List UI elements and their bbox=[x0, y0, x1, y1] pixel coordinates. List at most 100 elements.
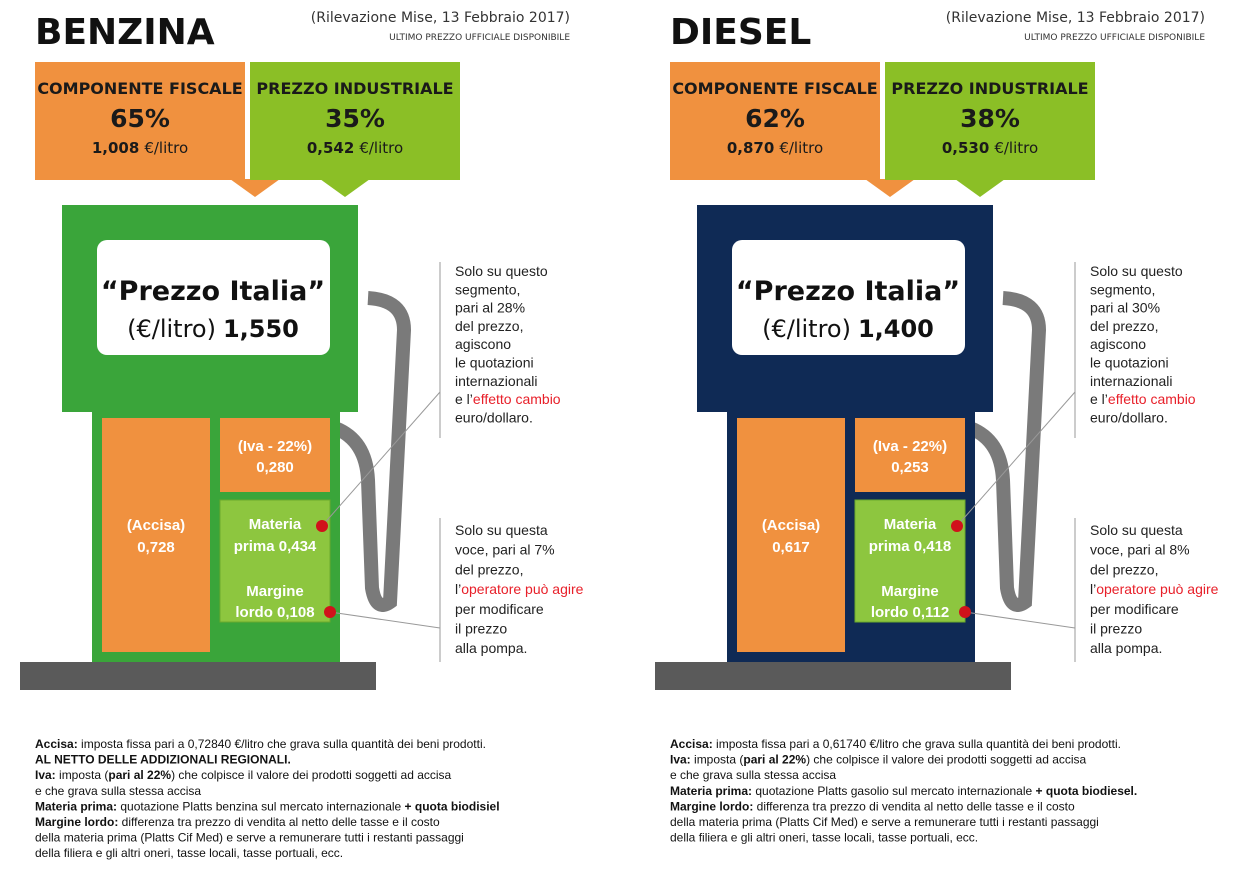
footnote-line: Margine lordo: differenza tra prezzo di … bbox=[35, 815, 440, 829]
header-pointer bbox=[955, 179, 1005, 197]
price-value: 0,870 bbox=[727, 139, 774, 157]
note-line: del prezzo, bbox=[1090, 318, 1158, 334]
segment-label: Margine bbox=[881, 583, 939, 600]
display-value: 1,550 bbox=[223, 315, 299, 343]
note-line: voce, pari al 8% bbox=[1090, 542, 1190, 558]
note-line: agiscono bbox=[455, 336, 511, 352]
segment-label: (Accisa) bbox=[762, 517, 820, 534]
pump-base bbox=[20, 662, 376, 690]
note-line: agiscono bbox=[1090, 336, 1146, 352]
text-run: pari al 28% bbox=[455, 300, 525, 316]
leader bbox=[965, 612, 1075, 628]
note-line: l’operatore può agire bbox=[455, 581, 584, 597]
text-run: alla pompa. bbox=[455, 640, 527, 656]
segment-label: Margine bbox=[246, 583, 304, 600]
text-run: del prezzo, bbox=[455, 318, 523, 334]
header-label: COMPONENTE FISCALE bbox=[672, 79, 877, 98]
text-run: della filiera e gli altri oneri, tasse l… bbox=[670, 831, 978, 845]
panel-title: DIESEL bbox=[670, 12, 811, 53]
text-run: Solo su questa bbox=[455, 522, 548, 538]
text-run: segmento, bbox=[455, 281, 520, 297]
display-price: (€/litro)1,400 bbox=[762, 315, 934, 343]
text-run: della materia prima (Platts Cif Med) e s… bbox=[670, 815, 1099, 829]
segment-label: 0,728 bbox=[137, 539, 175, 556]
text-run: pari al 22% bbox=[743, 753, 806, 767]
note-line: l’operatore può agire bbox=[1090, 581, 1219, 597]
price-value: 0,530 bbox=[942, 139, 989, 157]
header-pointer bbox=[230, 179, 280, 197]
segment-iva bbox=[855, 418, 965, 492]
text-run: Solo su questa bbox=[1090, 522, 1183, 538]
note-line: alla pompa. bbox=[455, 640, 527, 656]
note-line: euro/dollaro. bbox=[1090, 409, 1168, 425]
display-name: “Prezzo Italia” bbox=[736, 276, 960, 307]
segment-label: (Iva - 22%) bbox=[238, 438, 312, 455]
footnote-line: Materia prima: quotazione Platts gasolio… bbox=[670, 784, 1137, 798]
text-run: del prezzo, bbox=[455, 561, 523, 577]
note-line: e l’effetto cambio bbox=[1090, 391, 1196, 407]
pump-base bbox=[655, 662, 1011, 690]
note-line: per modificare bbox=[1090, 601, 1179, 617]
note-line: pari al 30% bbox=[1090, 300, 1160, 316]
text-run: le quotazioni bbox=[1090, 355, 1169, 371]
footnote-line: Accisa: imposta fissa pari a 0,61740 €/l… bbox=[670, 737, 1121, 751]
text-run: operatore può agire bbox=[461, 581, 583, 597]
text-run: euro/dollaro. bbox=[455, 409, 533, 425]
text-run: Margine lordo: bbox=[35, 815, 118, 829]
footnote-line: Materia prima: quotazione Platts benzina… bbox=[35, 799, 500, 813]
text-run: Accisa: bbox=[35, 737, 78, 751]
text-run: quotazione Platts gasolio sul mercato in… bbox=[752, 784, 1036, 798]
note-line: le quotazioni bbox=[1090, 355, 1169, 371]
marker bbox=[316, 520, 328, 532]
text-run: imposta fissa pari a 0,72840 €/litro che… bbox=[78, 737, 486, 751]
segment-label: 0,617 bbox=[772, 539, 810, 556]
text-run: voce, pari al 7% bbox=[455, 542, 555, 558]
text-run: Accisa: bbox=[670, 737, 713, 751]
text-run: Materia prima: bbox=[670, 784, 752, 798]
segment-label: prima 0,418 bbox=[869, 538, 952, 555]
segment-accisa bbox=[737, 418, 845, 652]
text-run: imposta ( bbox=[691, 753, 744, 767]
panel-title: BENZINA bbox=[35, 12, 215, 53]
header-percent: 65% bbox=[110, 104, 170, 133]
segment-label: Materia bbox=[884, 516, 937, 533]
price-unit: €/litro bbox=[359, 139, 403, 157]
text-run: Solo su questo bbox=[455, 263, 548, 279]
marker bbox=[951, 520, 963, 532]
source: (Rilevazione Mise, 13 Febbraio 2017) bbox=[311, 10, 570, 26]
text-run: per modificare bbox=[455, 601, 544, 617]
text-run: ) che colpisce il valore dei prodotti so… bbox=[171, 768, 451, 782]
note-line: del prezzo, bbox=[455, 561, 523, 577]
segment-label: 0,280 bbox=[256, 459, 294, 476]
note-line: Solo su questo bbox=[1090, 263, 1183, 279]
text-run: imposta fissa pari a 0,61740 €/litro che… bbox=[713, 737, 1121, 751]
display-unit: (€/litro) bbox=[762, 315, 851, 343]
segment-label: lordo 0,108 bbox=[235, 604, 314, 621]
text-run: pari al 30% bbox=[1090, 300, 1160, 316]
display-name: “Prezzo Italia” bbox=[101, 276, 325, 307]
text-run: Margine lordo: bbox=[670, 799, 753, 813]
text-run: del prezzo, bbox=[1090, 561, 1158, 577]
price-unit: €/litro bbox=[144, 139, 188, 157]
marker bbox=[324, 606, 336, 618]
text-run: Iva: bbox=[670, 753, 691, 767]
display-value: 1,400 bbox=[858, 315, 934, 343]
text-run: quotazione Platts benzina sul mercato in… bbox=[117, 799, 405, 813]
header-percent: 38% bbox=[960, 104, 1020, 133]
note-line: voce, pari al 7% bbox=[455, 542, 555, 558]
footnote-line: Accisa: imposta fissa pari a 0,72840 €/l… bbox=[35, 737, 486, 751]
price-unit: €/litro bbox=[779, 139, 823, 157]
note-line: Solo su questa bbox=[455, 522, 548, 538]
text-run: ) che colpisce il valore dei prodotti so… bbox=[806, 753, 1086, 767]
text-run: AL NETTO DELLE ADDIZIONALI REGIONALI. bbox=[35, 753, 291, 767]
note-line: segmento, bbox=[1090, 281, 1155, 297]
header-percent: 35% bbox=[325, 104, 385, 133]
segment-label: prima 0,434 bbox=[234, 538, 317, 555]
note-line: segmento, bbox=[455, 281, 520, 297]
source: (Rilevazione Mise, 13 Febbraio 2017) bbox=[946, 10, 1205, 26]
text-run: effetto cambio bbox=[473, 391, 561, 407]
text-run: Materia prima: bbox=[35, 799, 117, 813]
text-run: effetto cambio bbox=[1108, 391, 1196, 407]
text-run: + quota biodisiel bbox=[405, 799, 500, 813]
note-line: pari al 28% bbox=[455, 300, 525, 316]
